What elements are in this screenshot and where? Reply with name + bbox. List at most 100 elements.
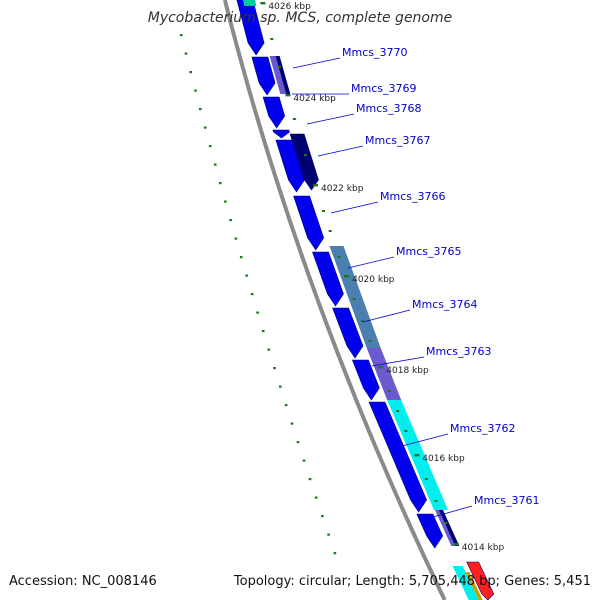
gene-leader-line — [292, 57, 341, 69]
kbp-minor-tick — [270, 38, 274, 40]
kbp-minor-tick — [388, 390, 391, 392]
track-dot — [279, 385, 282, 388]
kbp-minor-tick — [396, 410, 400, 412]
track-dot — [314, 496, 318, 499]
gene-leader-line — [347, 256, 395, 269]
gene-arrow — [251, 56, 276, 96]
track-dot — [234, 237, 238, 240]
gene-label: Mmcs_3769 — [351, 82, 416, 95]
kbp-tick-mark — [414, 454, 420, 457]
kbp-minor-tick — [337, 256, 341, 258]
track-dot — [290, 422, 294, 425]
track-dot — [184, 52, 188, 55]
kbp-tick-label: 4014 kbp — [462, 543, 505, 553]
gene-label: Mmcs_3768 — [356, 102, 421, 115]
track-dot — [219, 182, 222, 185]
track-dot — [296, 441, 300, 444]
kbp-minor-tick — [360, 320, 364, 322]
backbone-line — [222, 0, 447, 600]
kbp-tick-mark — [285, 94, 291, 97]
gene-arrow — [416, 513, 444, 549]
track-dot — [308, 478, 312, 481]
kbp-minor-tick — [292, 118, 296, 120]
gene-leader-line — [401, 433, 449, 447]
gene-block-steelblue — [329, 246, 381, 348]
gene-label: Mmcs_3761 — [474, 494, 539, 507]
gene-leader-line — [371, 356, 425, 367]
dotted-track — [180, 34, 337, 555]
track-dot — [239, 256, 243, 259]
kbp-tick-label: 4026 kbp — [268, 2, 311, 12]
track-dot — [261, 330, 265, 333]
track-dot — [327, 533, 330, 536]
track-dot — [333, 552, 337, 555]
gene-arrow — [275, 139, 305, 193]
gene-label: Mmcs_3766 — [380, 190, 445, 203]
kbp-tick-label: 4022 kbp — [321, 184, 364, 194]
accession-text: Accession: NC_008146 — [9, 574, 157, 589]
track-dot — [199, 108, 202, 111]
kbp-minor-tick — [321, 210, 325, 212]
gene-arrow — [262, 96, 286, 129]
gene-features — [236, 0, 495, 600]
kbp-minor-tick — [404, 430, 408, 432]
gene-label: Mmcs_3765 — [396, 245, 461, 258]
gene-leader-line — [330, 201, 379, 214]
gene-leader-line — [306, 113, 355, 125]
kbp-tick-mark — [378, 366, 384, 369]
track-dot — [229, 219, 232, 222]
gene-arrow — [293, 195, 325, 251]
summary-text: Topology: circular; Length: 5,705,448 bp… — [233, 574, 591, 589]
track-dot — [180, 34, 183, 37]
kbp-tick-label: 4024 kbp — [293, 94, 336, 104]
kbp-ticks: 4026 kbp 4024 kbp 4022 kbp 4020 kbp 4018 kbp… — [260, 2, 504, 553]
kbp-tick-label: 4016 kbp — [422, 454, 465, 464]
track-dot — [189, 71, 192, 74]
page-title: Mycobacterium sp. MCS, complete genome — [147, 10, 453, 26]
track-dot — [208, 145, 212, 148]
gene-leader-line — [317, 145, 364, 157]
track-dot — [224, 200, 227, 203]
gene-arrow — [236, 0, 265, 56]
gene-arrow — [272, 129, 290, 139]
track-dot — [284, 404, 288, 407]
gene-fragment — [242, 0, 257, 6]
gene-labels: Mmcs_3770 Mmcs_3769 Mmcs_3768 Mmcs_3767 Mmcs… — [292, 46, 539, 520]
track-dot — [321, 515, 324, 518]
track-dot — [267, 348, 271, 351]
kbp-minor-tick — [424, 478, 428, 480]
kbp-minor-tick — [352, 298, 356, 300]
track-dot — [194, 89, 197, 92]
track-dot — [245, 274, 248, 277]
gene-fragment-yellow — [465, 572, 483, 600]
kbp-tick-mark — [313, 184, 318, 187]
gene-leader-line — [425, 505, 473, 520]
genome-backbone — [222, 0, 447, 600]
gene-fragment-cyan — [452, 566, 479, 600]
track-dot — [273, 367, 276, 370]
kbp-tick-label: 4020 kbp — [352, 275, 395, 285]
track-dot — [250, 293, 254, 296]
kbp-minor-tick — [444, 522, 448, 524]
gene-label: Mmcs_3764 — [412, 298, 477, 311]
gene-arrow — [332, 307, 364, 359]
kbp-minor-tick — [368, 340, 372, 342]
gene-feature-navy — [275, 56, 291, 94]
gene-label: Mmcs_3763 — [426, 345, 491, 358]
kbp-tick-mark — [453, 543, 459, 546]
gene-label: Mmcs_3770 — [342, 46, 407, 59]
track-dot — [213, 163, 217, 166]
gene-block-violet — [366, 348, 402, 400]
track-dot — [256, 311, 259, 314]
kbp-tick-mark — [344, 275, 350, 278]
track-dot — [302, 459, 306, 462]
kbp-minor-tick — [434, 500, 438, 502]
kbp-minor-tick — [277, 66, 281, 68]
gene-arrow — [312, 251, 344, 307]
gene-label: Mmcs_3767 — [365, 134, 430, 147]
gene-fragment-red — [466, 561, 495, 600]
gene-arrow — [368, 401, 427, 513]
gene-leader-line — [362, 309, 411, 323]
